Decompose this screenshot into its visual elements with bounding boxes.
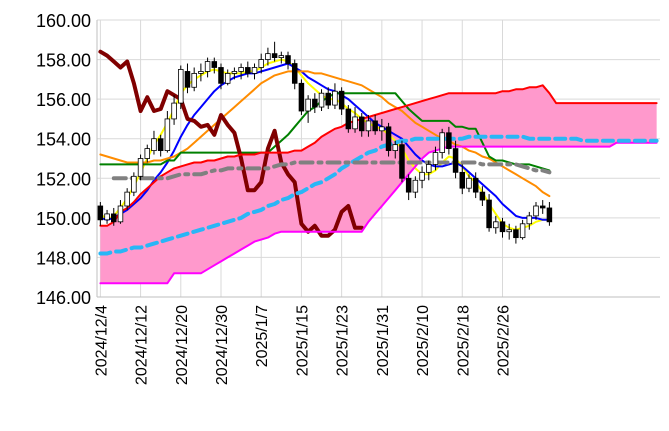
x-tick-label: 2025/1/15 [294,305,311,376]
series-line-8 [111,160,552,181]
x-tick-label: 2024/12/20 [174,305,191,385]
y-tick-label: 150.00 [36,209,91,229]
candle-body [151,138,157,151]
candle-body [392,144,399,151]
candle-body [305,98,311,112]
candle-body [198,71,204,74]
candle-body [318,92,325,108]
candle-body [432,152,439,165]
candle-body [312,98,318,108]
candle-body [224,73,231,84]
candle-body [204,61,211,72]
x-tick-label: 2025/1/7 [254,305,271,367]
candle-body [137,158,144,177]
candle-body [372,120,378,132]
candle-body [131,175,137,193]
x-tick-label: 2024/12/12 [134,305,151,385]
candle-body [358,116,365,132]
x-tick-label: 2025/2/26 [495,305,512,376]
candle-body [365,120,372,132]
candle-body [539,205,546,209]
candle-body [446,132,452,150]
series-line-7 [98,134,659,256]
x-tick-label: 2025/1/23 [335,305,352,376]
candle-body [258,59,264,68]
candle-body [218,67,224,84]
candle-body [271,53,278,58]
y-tick-label: 152.00 [36,169,91,189]
y-tick-label: 160.00 [36,11,91,31]
candle-body [157,138,164,151]
candle-body [399,144,405,179]
series-line-1 [99,62,551,221]
x-tick-label: 2025/2/18 [455,305,472,376]
candle-body [466,177,472,189]
candle-body [439,132,445,153]
candle-body [164,118,171,151]
candle-body [298,82,305,112]
candle-body [452,148,459,173]
candle-body [285,55,291,64]
candle-body [506,229,512,233]
candle-body [533,205,539,217]
x-tick-label: 2025/2/10 [415,305,432,376]
candle-body [265,53,271,60]
candle-body [493,221,499,229]
x-tick-label: 2024/12/30 [214,305,231,385]
candle-body [352,116,358,130]
candle-body [379,126,385,132]
candle-body [332,90,338,106]
candle-body [124,191,130,207]
candle-body [325,92,331,106]
y-tick-label: 146.00 [36,288,91,308]
candle-body [144,148,151,159]
candle-body [412,179,419,193]
candle-body [546,207,553,223]
candle-body [405,177,412,193]
series-line-5 [99,84,658,227]
candle-body [171,102,177,120]
candle-body [472,177,479,193]
candle-body [104,213,110,221]
candle-body [251,67,258,74]
candle-body [459,171,466,189]
candle-body [526,215,533,225]
x-tick-label: 2025/1/31 [375,305,392,376]
candle-body [245,67,251,74]
candle-body [111,213,117,223]
candle-body [479,191,486,201]
candle-body [385,126,392,151]
y-tick-label: 158.00 [36,51,91,71]
candle-body [513,229,519,239]
series-line-3 [99,92,551,172]
candle-body [486,199,492,229]
candle-body [338,90,345,110]
candle-body [499,221,506,233]
candle-body [426,164,432,173]
candle-body [278,55,285,58]
candle-body [211,61,218,68]
candle-body [519,223,526,239]
series-line-6 [99,141,658,285]
y-tick-label: 156.00 [36,90,91,110]
x-tick-label: 2024/12/4 [93,305,110,376]
series-line-2 [99,70,551,198]
y-tick-label: 154.00 [36,130,91,150]
candle-body [419,171,425,181]
candle-body [97,205,104,221]
candle-body [291,63,298,84]
candle-body [117,205,124,223]
candle-body [231,71,238,74]
candle-body [191,73,197,88]
candle-body [178,69,184,104]
candle-body [184,71,191,88]
candle-body [345,108,352,130]
y-tick-label: 148.00 [36,248,91,268]
candle-body [238,67,244,72]
